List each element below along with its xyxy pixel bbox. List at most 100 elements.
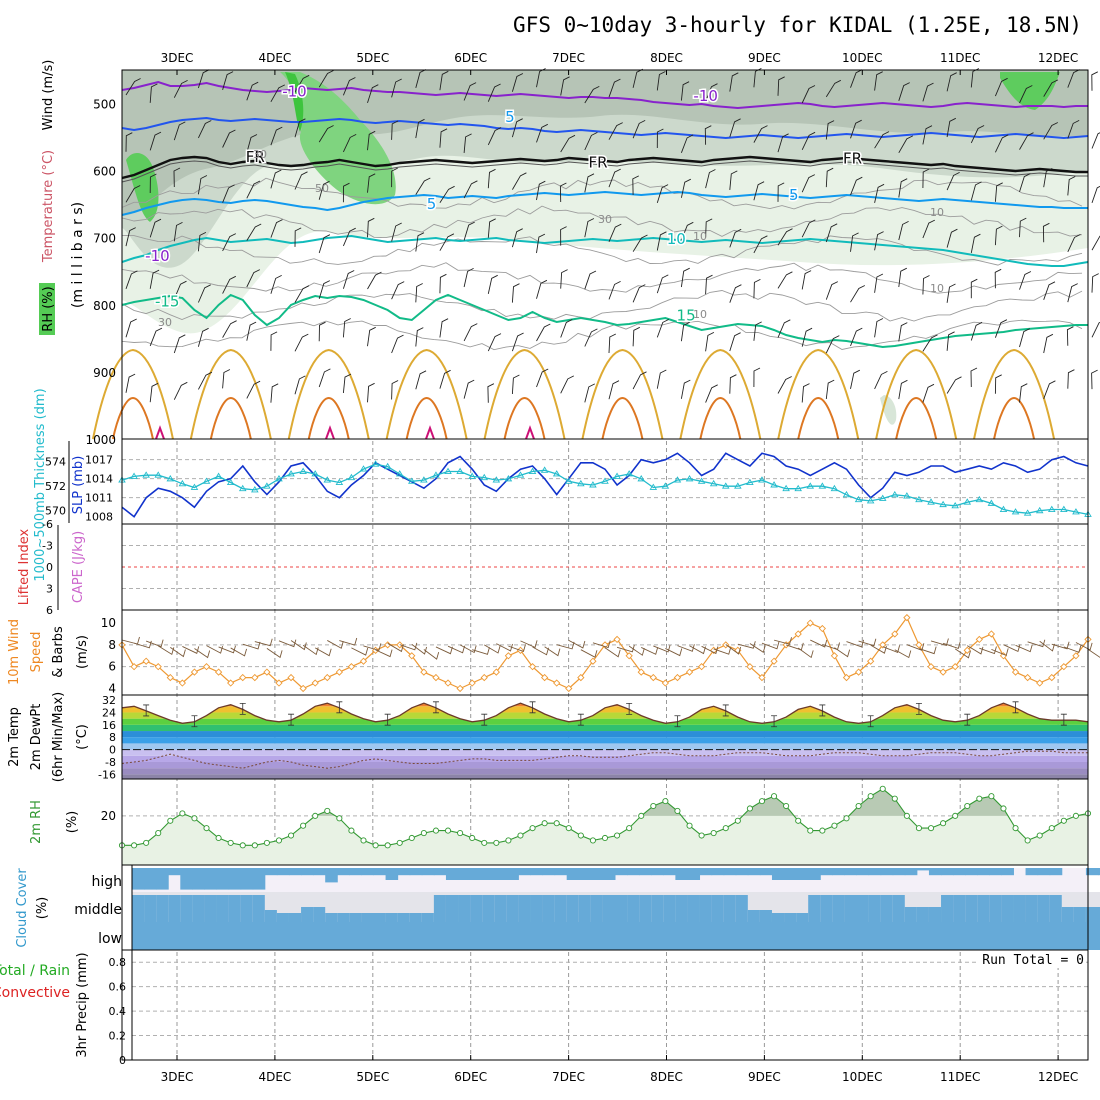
- cloud-low-cell: [989, 922, 1002, 950]
- thickness-marker: [806, 482, 815, 489]
- cloud-middle-cell: [288, 913, 302, 922]
- pressure-tick: 600: [93, 165, 116, 179]
- rh-marker: [674, 807, 681, 814]
- rh-marker: [903, 812, 910, 819]
- wind-speed-marker: [1011, 668, 1020, 676]
- cloud-middle-cell: [385, 913, 399, 922]
- wind-barb: [994, 77, 1008, 97]
- cloud-high-cell: [965, 868, 978, 876]
- rh-marker: [251, 842, 258, 849]
- warm-contour-outer: [189, 348, 272, 440]
- cloud-high-cell: [723, 868, 737, 876]
- wind-barb: [825, 167, 834, 188]
- surface-wind-barb: [459, 644, 477, 654]
- cloud-high-cell: [361, 868, 374, 876]
- cloud-high-cell: [506, 868, 519, 880]
- cloud-middle-cell: [421, 913, 435, 922]
- wind-barb: [294, 118, 306, 138]
- cloud-high-cell: [494, 868, 507, 880]
- wind-barb: [222, 369, 231, 389]
- wind-label: Wind (m/s): [41, 60, 56, 131]
- pressure-tick: 1000: [85, 433, 116, 447]
- wind-barb: [367, 271, 382, 290]
- wind-barb: [1067, 233, 1081, 253]
- wind-barb: [197, 175, 208, 195]
- wind-barb: [463, 267, 474, 288]
- rh-marker: [167, 817, 174, 824]
- wind-barb: [173, 79, 188, 98]
- wind-barb: [487, 127, 502, 146]
- wind-barb: [536, 323, 551, 342]
- wind-barb: [342, 182, 350, 203]
- wind-barb: [246, 81, 259, 101]
- wind-barb: [222, 275, 237, 294]
- wind-barb: [994, 319, 1008, 338]
- wind-barb: [246, 223, 262, 241]
- rh-contour-label: 10: [693, 230, 707, 243]
- cloud-high-cell: [458, 868, 471, 880]
- rh-marker: [819, 827, 826, 834]
- rh-marker: [988, 793, 995, 800]
- thickness-marker: [395, 470, 404, 477]
- cloud-middle-cell: [192, 895, 205, 922]
- cloud-high-cell: [627, 868, 640, 876]
- temp-tick: 24: [102, 706, 116, 719]
- wind-speed-marker: [504, 652, 513, 660]
- wind-barb: [705, 169, 716, 189]
- cloud-low-cell: [192, 922, 205, 950]
- cloud-middle-cell: [856, 895, 870, 922]
- cloud-high-cell: [325, 868, 338, 883]
- cloud-middle-cell: [1061, 907, 1075, 922]
- cloud-high-cell: [663, 868, 676, 876]
- wind-speed-marker: [553, 679, 561, 687]
- wind-barb: [415, 232, 425, 252]
- rh-contour-label: 10: [930, 282, 944, 295]
- thickness-marker: [999, 505, 1008, 512]
- temp-tick: -8: [105, 756, 116, 769]
- thickness-marker: [492, 476, 501, 483]
- cloud-low-cell: [470, 922, 483, 950]
- thickness-marker: [456, 467, 464, 474]
- temp-line: [121, 702, 1089, 724]
- surface-wind-barb: [991, 648, 1009, 656]
- wind-speed-marker: [903, 613, 911, 622]
- wind-barb: [898, 267, 908, 288]
- temp-band: [122, 718, 1088, 725]
- wind-barb: [850, 119, 862, 139]
- thickness-marker: [1072, 508, 1080, 515]
- wind-speed-marker: [190, 668, 199, 676]
- surface-wind-barb: [834, 647, 851, 658]
- cloud-low-cell: [409, 922, 423, 950]
- wind-barb: [584, 131, 598, 151]
- surface-wind-barb: [387, 642, 404, 653]
- isotherm-line: [121, 80, 1088, 110]
- cloud-middle-cell: [566, 895, 580, 922]
- cloud-low-cell: [796, 922, 809, 950]
- cloud-high-cell: [433, 868, 447, 876]
- temp-band: [122, 749, 1088, 756]
- wind-barb: [922, 168, 930, 189]
- cloud-low-cell: [784, 922, 797, 950]
- temp-band: [122, 724, 1088, 732]
- thickness-marker: [987, 499, 996, 506]
- cloud-middle-cell: [132, 895, 145, 922]
- rh-legend-swatch: [39, 283, 55, 335]
- wind-barb: [970, 233, 981, 253]
- cloud-high-cell: [687, 868, 701, 880]
- wind-barb: [656, 128, 664, 149]
- thickness-marker: [214, 472, 223, 479]
- rh-contour-label: 30: [158, 316, 172, 329]
- cloud-low-cell: [844, 922, 857, 950]
- surface-wind-barb: [435, 646, 453, 655]
- thickness-marker: [734, 482, 742, 489]
- wind-barb: [825, 281, 839, 300]
- wind-barb: [608, 78, 621, 98]
- wind-barb: [367, 326, 376, 347]
- cloud-middle-cell: [928, 907, 942, 922]
- wind-barb: [777, 133, 789, 153]
- cloud-low-cell: [747, 922, 761, 950]
- minmax-bar: [191, 715, 198, 728]
- cloud-middle-cell: [627, 895, 640, 922]
- wind-barb: [1066, 326, 1074, 346]
- wind-barb: [608, 333, 617, 354]
